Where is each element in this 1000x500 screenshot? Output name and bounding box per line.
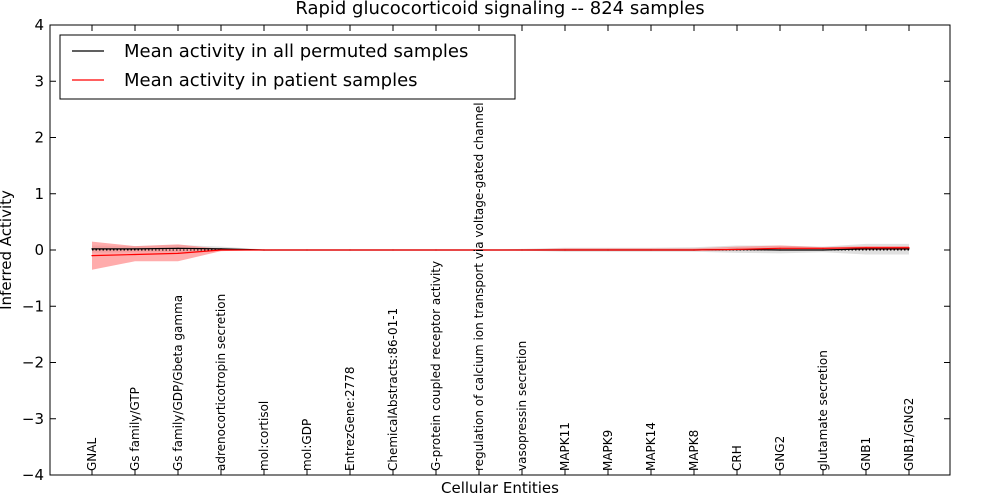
- x-tick-label: MAPK9: [601, 430, 615, 471]
- point-series-0: [91, 248, 93, 250]
- point-series-1: [607, 249, 609, 251]
- y-tick-label: −3: [22, 410, 44, 428]
- point-series-0: [177, 247, 179, 249]
- point-series-1: [392, 249, 394, 251]
- legend: Mean activity in all permuted samples Me…: [59, 34, 516, 100]
- point-series-1: [521, 249, 523, 251]
- x-tick-label: Gs family/GTP: [128, 387, 142, 471]
- point-series-1: [478, 249, 480, 251]
- y-tick-label: 4: [34, 16, 44, 34]
- x-axis-ticks: GNAL Gs family/GTP Gs family/GDP/Gbeta gam…: [85, 25, 916, 475]
- x-tick-label: GNAL: [85, 438, 99, 471]
- y-tick-label: 1: [34, 185, 44, 203]
- x-tick-label: CRH: [730, 445, 744, 471]
- y-tick-label: −4: [22, 466, 44, 484]
- x-tick-label: GNG2: [773, 436, 787, 471]
- chart-title: Rapid glucocorticoid signaling -- 824 sa…: [295, 0, 704, 19]
- point-series-1: [779, 247, 781, 249]
- point-series-1: [822, 247, 824, 249]
- x-tick-label: MAPK14: [644, 422, 658, 471]
- y-axis-ticks: −4 −3 −2 −1 0 1 2 3 4: [22, 16, 950, 484]
- point-series-0: [220, 248, 222, 250]
- x-tick-label: GNB1: [859, 437, 873, 471]
- point-series-1: [349, 249, 351, 251]
- x-tick-label: G-protein coupled receptor activity: [429, 261, 443, 471]
- x-tick-label: GNB1/GNG2: [902, 398, 916, 471]
- point-series-0: [822, 249, 824, 251]
- x-tick-label: vasopressin secretion: [515, 341, 529, 471]
- x-tick-label: EntrezGene:2778: [343, 367, 357, 472]
- point-series-1: [865, 247, 867, 249]
- x-tick-label: regulation of calcium ion transport via …: [472, 102, 486, 471]
- point-series-0: [779, 249, 781, 251]
- point-series-1: [693, 249, 695, 251]
- x-tick-label: Gs family/GDP/Gbeta gamma: [171, 295, 185, 471]
- legend-box: [59, 34, 516, 100]
- point-series-1: [220, 249, 222, 251]
- x-tick-label: MAPK11: [558, 422, 572, 471]
- x-tick-label: MAPK8: [687, 430, 701, 471]
- plot-area: −4 −3 −2 −1 0 1 2 3 4 GNAL Gs family/GTP Gs family…: [22, 16, 951, 484]
- x-axis-label: Cellular Entities: [441, 479, 559, 497]
- point-series-0: [908, 248, 910, 250]
- legend-label-patient: Mean activity in patient samples: [124, 70, 418, 91]
- confidence-bands: [92, 241, 909, 270]
- point-series-1: [91, 255, 93, 257]
- x-tick-label: glutamate secretion: [816, 350, 830, 471]
- band-series-0: [92, 243, 909, 255]
- point-series-1: [908, 247, 910, 249]
- y-tick-label: −1: [22, 297, 44, 315]
- band-series-1: [92, 241, 909, 270]
- point-series-0: [134, 248, 136, 250]
- point-series-0: [865, 248, 867, 250]
- x-tick-label: mol:cortisol: [257, 401, 271, 471]
- point-series-1: [134, 253, 136, 256]
- y-tick-label: −2: [22, 354, 44, 372]
- y-tick-label: 2: [34, 129, 44, 147]
- point-series-1: [263, 249, 265, 251]
- point-series-1: [650, 249, 652, 251]
- point-series-1: [177, 252, 179, 254]
- legend-label-permuted: Mean activity in all permuted samples: [124, 41, 468, 62]
- y-axis-label: Inferred Activity: [0, 190, 15, 310]
- x-tick-label: mol:GDP: [300, 419, 314, 471]
- point-series-1: [435, 249, 437, 251]
- x-tick-label: adrenocorticotropin secretion: [214, 294, 228, 471]
- y-tick-label: 0: [34, 241, 44, 259]
- y-tick-label: 3: [34, 72, 44, 90]
- point-series-1: [736, 248, 738, 251]
- x-tick-label: ChemicalAbstracts:86-01-1: [386, 308, 400, 471]
- point-series-1: [306, 249, 308, 251]
- point-series-1: [564, 249, 566, 251]
- line-series-1: [91, 247, 909, 257]
- series-lines: [91, 247, 910, 257]
